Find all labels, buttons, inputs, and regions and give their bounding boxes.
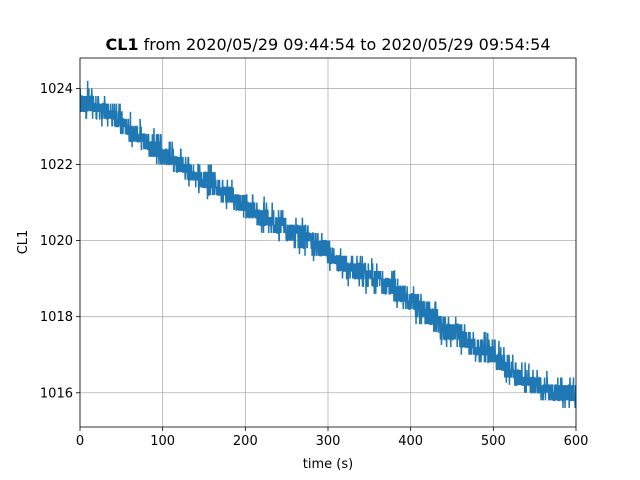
series-line (80, 80, 576, 408)
x-tick-label: 200 (233, 434, 258, 449)
data-series (80, 80, 576, 408)
chart-title: CL1 from 2020/05/29 09:44:54 to 2020/05/… (105, 35, 550, 54)
x-tick-label: 500 (481, 434, 506, 449)
x-tick-label: 300 (316, 434, 341, 449)
y-tick-label: 1024 (40, 82, 73, 97)
y-tick-label: 1020 (40, 234, 73, 249)
axis-ticks: 0 100 200 300 400 500 600 1016 1018 1020 1022 1024 (40, 82, 589, 449)
x-tick-label: 0 (76, 434, 84, 449)
y-tick-label: 1022 (40, 158, 73, 173)
x-tick-label: 400 (398, 434, 423, 449)
x-tick-label: 100 (150, 434, 175, 449)
chart-title-bold: CL1 (105, 35, 138, 54)
x-axis-label: time (s) (303, 457, 353, 472)
x-tick-label: 600 (564, 434, 589, 449)
y-tick-label: 1016 (40, 386, 73, 401)
chart-title-range: from 2020/05/29 09:44:54 to 2020/05/29 0… (139, 35, 551, 54)
y-axis-label: CL1 (16, 230, 31, 255)
y-tick-label: 1018 (40, 310, 73, 325)
